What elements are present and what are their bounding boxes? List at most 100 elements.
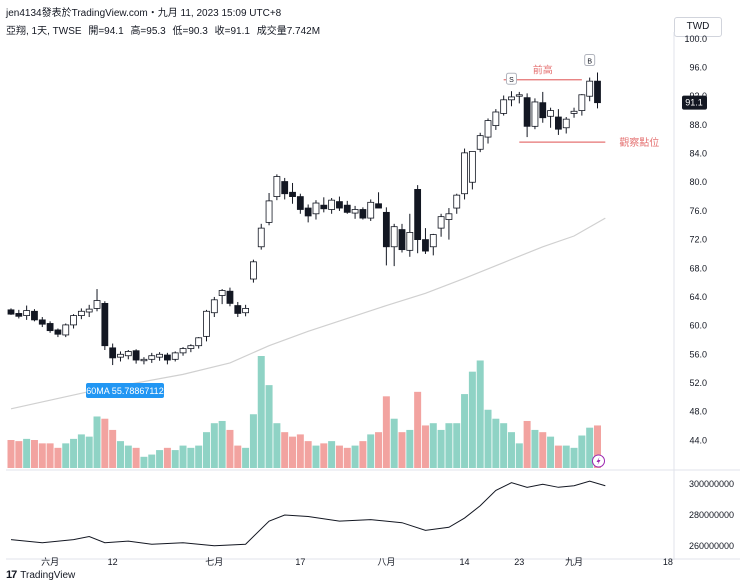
volume-bar bbox=[359, 441, 367, 468]
volume-bar bbox=[328, 441, 336, 468]
price-axis-tick-label: 80.0 bbox=[689, 177, 707, 187]
volume-value: 成交量7.742M bbox=[256, 26, 321, 37]
candle-up bbox=[124, 351, 132, 357]
volume-bar bbox=[242, 447, 250, 468]
tradingview-brand: TradingView bbox=[20, 569, 76, 581]
volume-bar bbox=[468, 371, 476, 468]
candle-down bbox=[539, 102, 547, 119]
volume-bar bbox=[578, 435, 586, 468]
candle-up bbox=[195, 337, 203, 347]
candle-down bbox=[359, 209, 367, 219]
volume-bar bbox=[414, 391, 422, 468]
candle-up bbox=[406, 232, 414, 251]
volume-bar bbox=[406, 429, 414, 468]
indicator-line bbox=[10, 480, 606, 547]
volume-bar bbox=[500, 423, 508, 468]
candle-up bbox=[312, 202, 320, 215]
trade-marker-label: S bbox=[509, 77, 514, 84]
volume-bar bbox=[390, 418, 398, 468]
price-axis-tick-label: 100.0 bbox=[684, 34, 707, 44]
volume-bar bbox=[523, 420, 531, 468]
candle-up bbox=[508, 96, 515, 101]
volume-bar bbox=[140, 456, 148, 468]
price-axis-tick-label: 72.0 bbox=[689, 235, 707, 245]
candle-down bbox=[234, 305, 242, 314]
candle-down bbox=[343, 204, 351, 213]
volume-bar bbox=[594, 425, 601, 468]
candle-up bbox=[242, 308, 250, 314]
volume-bar bbox=[124, 445, 132, 468]
candle-down bbox=[281, 181, 289, 195]
candle-down bbox=[555, 116, 562, 130]
price-axis-tick-label: 56.0 bbox=[689, 349, 707, 359]
candle-down bbox=[46, 323, 54, 332]
candle-up bbox=[578, 94, 586, 111]
candle-up bbox=[453, 194, 461, 209]
candle-up bbox=[171, 352, 179, 360]
volume-bar bbox=[476, 360, 484, 468]
trade-marker-box bbox=[505, 72, 517, 85]
volume-bar bbox=[156, 450, 164, 468]
candle-up bbox=[265, 200, 273, 223]
time-axis-tick-label: 九月 bbox=[565, 557, 583, 567]
candle-up bbox=[515, 94, 523, 97]
candle-up bbox=[148, 355, 156, 360]
volume-bar bbox=[343, 447, 351, 468]
volume-bar bbox=[453, 423, 461, 468]
candle-down bbox=[132, 350, 140, 361]
volume-bar bbox=[203, 432, 210, 468]
volume-bar bbox=[445, 423, 453, 468]
candle-up bbox=[445, 213, 453, 220]
time-axis-tick-label: 18 bbox=[663, 557, 673, 567]
candle-up bbox=[437, 216, 445, 229]
volume-bar bbox=[234, 445, 242, 468]
candle-up bbox=[156, 353, 163, 358]
volume-bar bbox=[273, 423, 281, 468]
volume-bar bbox=[23, 438, 31, 468]
candle-up bbox=[218, 290, 226, 296]
candle-down bbox=[31, 310, 38, 321]
ma-label-box bbox=[86, 383, 164, 398]
candle-up bbox=[586, 80, 594, 97]
price-axis-tick-label: 88.0 bbox=[689, 120, 707, 130]
lightning-glyph bbox=[596, 457, 601, 465]
volume-bar bbox=[296, 434, 304, 468]
volume-bar bbox=[421, 425, 429, 468]
time-axis-tick-label: 12 bbox=[108, 557, 118, 567]
candle-up bbox=[351, 209, 359, 214]
candle-down bbox=[422, 239, 429, 252]
candle-up bbox=[77, 310, 85, 316]
candle-up bbox=[570, 110, 578, 114]
candle-down bbox=[226, 290, 234, 304]
symbol-label[interactable]: 亞翔, 1天, TWSE bbox=[6, 26, 82, 37]
volume-bar bbox=[562, 445, 570, 468]
candle-up bbox=[547, 110, 554, 117]
price-axis-tick-label: 52.0 bbox=[689, 378, 707, 388]
candle-up bbox=[179, 348, 187, 354]
volume-bar bbox=[62, 443, 70, 468]
candle-up bbox=[62, 324, 70, 336]
candle-down bbox=[336, 201, 343, 209]
volume-bar bbox=[461, 394, 469, 468]
volume-bar bbox=[281, 432, 289, 468]
candle-down bbox=[523, 97, 531, 127]
volume-bar bbox=[320, 443, 328, 468]
volume-bar bbox=[132, 447, 140, 468]
candle-up bbox=[390, 226, 398, 248]
volume-bar bbox=[70, 438, 78, 468]
volume-bar bbox=[116, 441, 124, 468]
candle-up bbox=[484, 120, 492, 138]
currency-button[interactable]: TWD bbox=[674, 17, 722, 37]
ohlc-legend: 亞翔, 1天, TWSE 開=94.1 高=95.3 低=90.3 收=91.1… bbox=[6, 22, 324, 37]
indicator-axis-tick-label: 260000000 bbox=[689, 541, 734, 551]
volume-bar bbox=[312, 445, 320, 468]
moving-average-line bbox=[10, 217, 606, 410]
last-price-label: 91.1 bbox=[685, 98, 703, 108]
volume-bar bbox=[335, 445, 343, 468]
candle-down bbox=[304, 207, 312, 217]
indicator-axis-tick-label: 280000000 bbox=[689, 510, 734, 520]
candle-up bbox=[367, 201, 375, 219]
candle-down bbox=[296, 196, 304, 210]
volume-bar bbox=[367, 434, 375, 468]
